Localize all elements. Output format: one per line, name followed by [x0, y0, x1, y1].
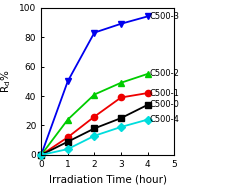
C500-1	[146, 92, 149, 94]
C500-3	[120, 23, 122, 25]
Line: C500-0: C500-0	[38, 102, 151, 158]
Text: C500-1: C500-1	[150, 89, 180, 98]
C500-0	[40, 154, 43, 156]
C500-0	[93, 127, 96, 130]
Line: C500-1: C500-1	[38, 90, 151, 158]
C500-3	[66, 80, 69, 82]
C500-4	[66, 148, 69, 150]
C500-0	[146, 104, 149, 106]
Text: C500-0: C500-0	[150, 100, 180, 109]
Text: C500-2: C500-2	[150, 69, 180, 78]
C500-4	[40, 154, 43, 156]
C500-2	[66, 119, 69, 121]
C500-2	[93, 93, 96, 96]
Line: C500-3: C500-3	[38, 13, 151, 158]
C500-1	[66, 136, 69, 138]
C500-4	[120, 126, 122, 128]
C500-2	[146, 73, 149, 75]
C500-4	[93, 135, 96, 137]
C500-3	[146, 15, 149, 18]
C500-1	[40, 154, 43, 156]
Line: C500-2: C500-2	[38, 71, 151, 158]
Text: C500-3: C500-3	[150, 12, 180, 21]
C500-2	[40, 154, 43, 156]
C500-0	[120, 117, 122, 119]
C500-1	[120, 96, 122, 99]
Text: C500-4: C500-4	[150, 115, 180, 124]
C500-2	[120, 82, 122, 84]
Y-axis label: $\mathregular{R_d}$%: $\mathregular{R_d}$%	[0, 70, 14, 93]
X-axis label: Irradiation Time (hour): Irradiation Time (hour)	[49, 174, 167, 184]
C500-0	[66, 141, 69, 143]
C500-4	[146, 119, 149, 121]
C500-3	[93, 32, 96, 34]
C500-1	[93, 115, 96, 118]
Line: C500-4: C500-4	[38, 116, 151, 158]
C500-3	[40, 154, 43, 156]
